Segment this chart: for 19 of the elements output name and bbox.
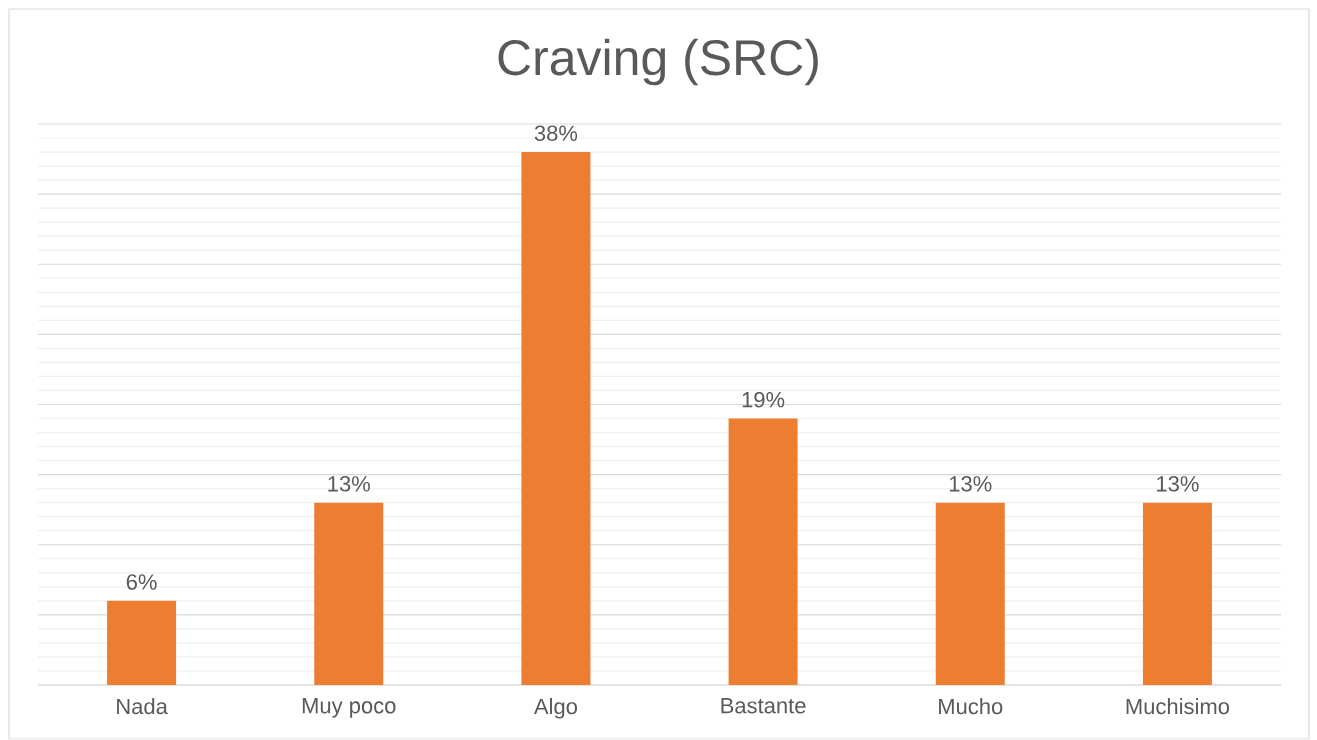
data-label: 13% [949,476,992,492]
bar [1142,502,1212,686]
x-tick-label: Bastante [721,698,806,714]
chart-title: Craving (SRC) [498,38,818,86]
data-label: 13% [1157,476,1199,492]
data-label: 13% [328,476,370,492]
bar [521,152,591,686]
bar [314,502,384,686]
x-tick-label: Muchisimo [1126,698,1230,715]
x-tick-label: Mucho [939,698,1003,715]
data-label: 19% [742,392,785,408]
x-tick-label: Nada [117,698,168,715]
bar [107,601,177,686]
x-tick-label: Muy poco [302,698,396,718]
data-label: 6% [126,574,157,590]
data-label: 38% [534,125,578,142]
x-tick-label: Algo [533,698,577,719]
bar [935,502,1005,686]
bar [728,418,798,686]
